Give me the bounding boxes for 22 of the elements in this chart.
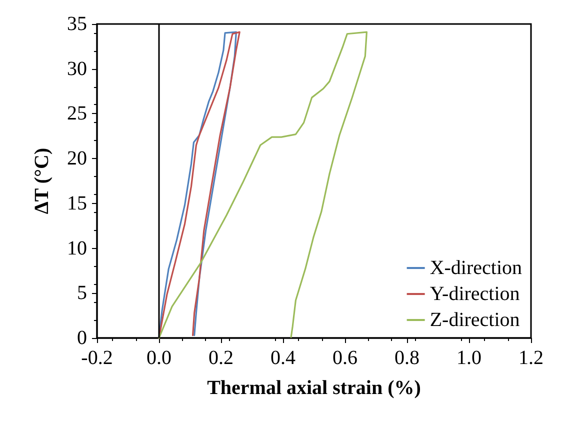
line-series xyxy=(158,31,368,339)
y-axis-title: ΔT (°C) xyxy=(31,148,53,214)
y-tick-label: 30 xyxy=(67,58,87,80)
y-tick-label: 15 xyxy=(67,192,87,214)
x-tick-label: 1.0 xyxy=(456,347,482,369)
legend-label: Y-direction xyxy=(430,283,520,305)
legend-label: X-direction xyxy=(430,257,522,279)
x-tick-label: 0.4 xyxy=(270,347,296,369)
y-tick-label: 20 xyxy=(67,148,87,170)
x-axis-title: Thermal axial strain (%) xyxy=(207,377,421,399)
y-tick-label: 10 xyxy=(67,237,87,260)
legend-label: Z-direction xyxy=(430,309,520,331)
y-tick-label: 25 xyxy=(67,102,87,125)
x-tick-label: 0.2 xyxy=(208,347,234,369)
x-tick-label: 0.6 xyxy=(332,347,358,369)
x-tick-label: 0.0 xyxy=(146,347,172,369)
y-tick-label: 35 xyxy=(67,13,87,35)
x-tick-label: -0.2 xyxy=(81,347,113,369)
x-tick-label: 1.2 xyxy=(518,347,544,369)
y-tick-label: 5 xyxy=(77,282,87,304)
x-tick-label: 0.8 xyxy=(394,347,420,369)
y-tick-label: 0 xyxy=(77,327,87,349)
